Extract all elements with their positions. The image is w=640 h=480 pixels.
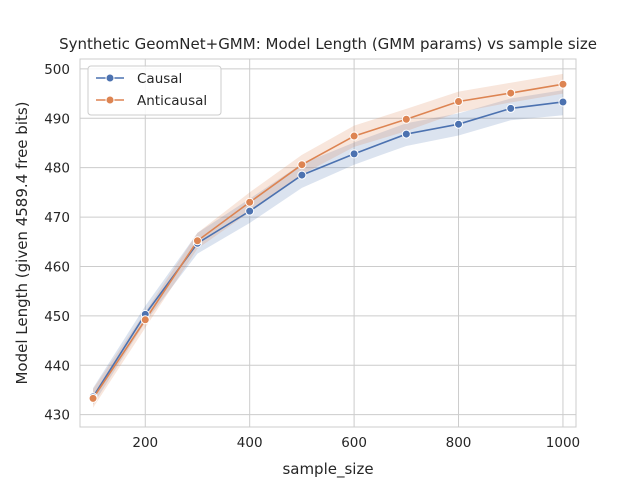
causal-line — [92, 101, 564, 398]
anticausal-point — [245, 197, 255, 207]
anticausal-point — [88, 393, 98, 403]
anticausal-point — [454, 96, 464, 106]
legend-marker-causal — [105, 73, 115, 83]
legend: Causal Anticausal — [87, 65, 222, 116]
x-tick-label: 200 — [132, 435, 158, 451]
anticausal-point — [297, 160, 307, 170]
anticausal-point — [558, 79, 568, 89]
chart-title: Synthetic GeomNet+GMM: Model Length (GMM… — [59, 35, 597, 53]
causal-confidence-band — [93, 90, 563, 405]
x-tick-label: 1000 — [546, 435, 580, 451]
y-tick-label: 430 — [44, 408, 70, 424]
y-tick-label: 460 — [44, 259, 70, 275]
y-tick-label: 500 — [44, 62, 70, 78]
x-tick-label: 600 — [341, 435, 367, 451]
causal-point — [401, 129, 411, 139]
grid — [80, 59, 576, 427]
x-tick-label: 400 — [237, 435, 263, 451]
anticausal-point — [401, 114, 411, 124]
y-axis-label: Model Length (given 4589.4 free bits) — [13, 101, 31, 384]
legend-marker-anticausal — [105, 95, 115, 105]
causal-point — [245, 206, 255, 216]
y-tick-label: 490 — [44, 111, 70, 127]
y-tick-label: 480 — [44, 161, 70, 177]
data-points — [88, 79, 568, 403]
y-tick-label: 440 — [44, 358, 70, 374]
anticausal-confidence-band — [93, 73, 563, 408]
causal-point — [454, 119, 464, 129]
anticausal-point — [192, 236, 202, 246]
anticausal-line — [92, 83, 564, 399]
x-axis-label: sample_size — [282, 460, 373, 479]
y-tick-label: 450 — [44, 309, 70, 325]
plot-frame — [79, 58, 577, 428]
series-lines — [92, 83, 564, 399]
legend-label-causal: Causal — [137, 71, 182, 87]
anticausal-point — [140, 315, 150, 325]
causal-point — [506, 103, 516, 113]
causal-point — [297, 170, 307, 180]
x-tick-labels: 200 400 600 800 1000 — [132, 435, 580, 451]
x-tick-label: 800 — [446, 435, 472, 451]
causal-point — [558, 97, 568, 107]
anticausal-point — [506, 88, 516, 98]
y-tick-labels: 430 440 450 460 470 480 490 500 — [44, 62, 70, 424]
causal-point — [349, 149, 359, 159]
confidence-bands — [93, 73, 563, 408]
y-tick-label: 470 — [44, 210, 70, 226]
anticausal-point — [349, 131, 359, 141]
legend-label-anticausal: Anticausal — [137, 93, 207, 109]
